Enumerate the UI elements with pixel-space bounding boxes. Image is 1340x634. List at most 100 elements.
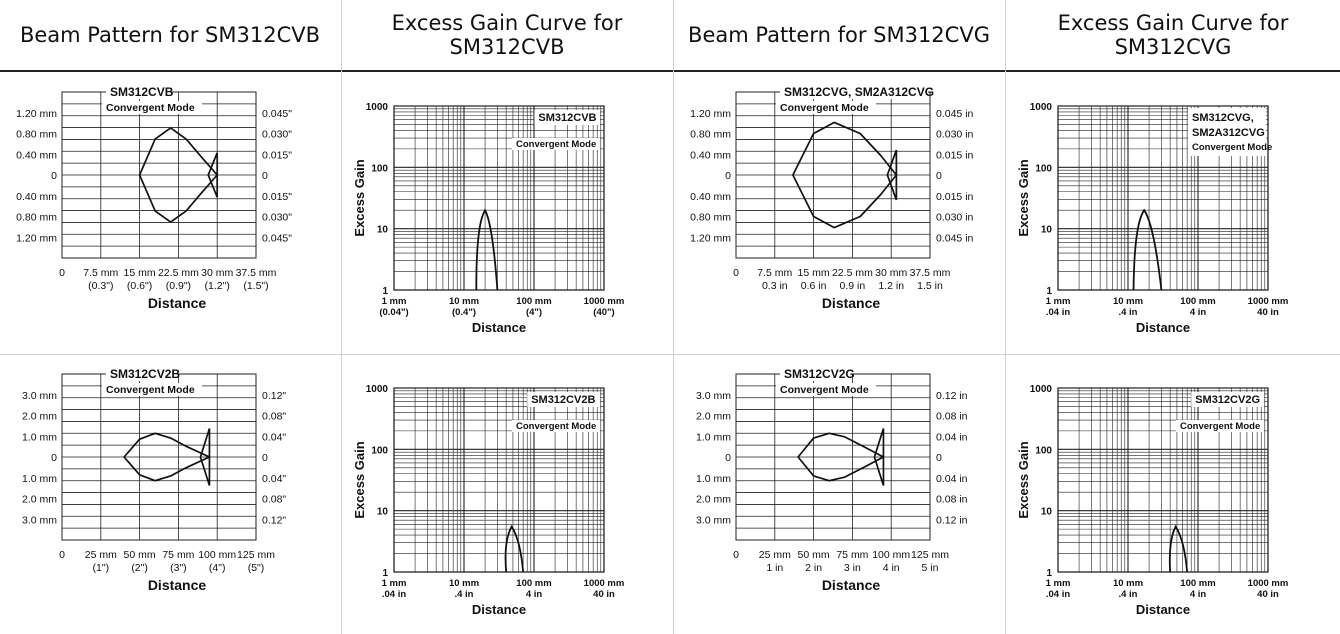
y-tick-label-right: 0.030 in <box>936 129 974 141</box>
y-tick-label-right: 0 <box>936 452 942 464</box>
model-label-bg <box>106 85 170 99</box>
x-tick-label: 37.5 mm <box>910 267 951 279</box>
y-tick-label-right: 0.030 in <box>936 212 974 224</box>
y-tick-label-left: 3.0 mm <box>696 514 731 526</box>
x-tick-label: 1000 mm <box>1248 296 1289 307</box>
x-tick-sublabel: .04 in <box>382 589 406 600</box>
x-tick-label: 30 mm <box>201 267 233 279</box>
x-tick-sublabel: .04 in <box>1046 307 1070 318</box>
x-tick-label: 0 <box>59 549 65 561</box>
x-axis-label: Distance <box>148 577 207 593</box>
mode-label-bg <box>776 383 876 396</box>
y-tick-label-right: 0.04" <box>262 431 286 443</box>
y-tick-label-left: 1.20 mm <box>16 232 57 244</box>
y-tick-label-right: 0.12" <box>262 390 286 402</box>
x-tick-sublabel: 1.2 in <box>878 280 904 292</box>
x-tick-label: 37.5 mm <box>236 267 277 279</box>
y-axis-label: Excess Gain <box>352 159 367 236</box>
y-tick-label-left: 1.20 mm <box>690 108 731 120</box>
y-tick-label: 1000 <box>1030 102 1053 113</box>
y-tick-label-left: 1.0 mm <box>22 431 57 443</box>
y-axis-label: Excess Gain <box>352 441 367 518</box>
y-tick-label-right: 0.015 in <box>936 149 974 161</box>
mode-label-bg <box>102 101 202 114</box>
x-tick-sublabel: 40 in <box>1257 307 1279 318</box>
x-tick-label: 100 mm <box>872 549 910 561</box>
model-label: SM312CV2G <box>1195 394 1260 406</box>
y-tick-label-right: 0.04" <box>262 473 286 485</box>
x-tick-sublabel: (1.2") <box>205 280 230 292</box>
y-tick-label: 1 <box>1046 568 1052 579</box>
model-label: SM312CVG, SM2A312CVG <box>784 85 934 99</box>
x-tick-sublabel: 4 in <box>1190 589 1207 600</box>
y-tick-label-left: 0 <box>725 170 731 182</box>
x-tick-label: 100 mm <box>516 296 551 307</box>
y-tick-label-left: 1.0 mm <box>696 473 731 485</box>
y-axis-label: Excess Gain <box>1016 159 1031 236</box>
y-tick-label-left: 2.0 mm <box>696 494 731 506</box>
y-tick-label-right: 0.045" <box>262 232 292 244</box>
x-tick-label: 100 mm <box>1180 578 1215 589</box>
x-tick-sublabel: 40 in <box>593 589 615 600</box>
y-tick-label: 1 <box>1046 286 1052 297</box>
beam-pattern-chart-sm312cvb: 1.20 mm 0.045" 0.80 mm 0.030" 0.40 mm 0.015" 0… <box>16 85 292 311</box>
x-tick-label: 22.5 mm <box>158 267 199 279</box>
x-tick-sublabel: 0.3 in <box>762 280 788 292</box>
y-tick-label-left: 2.0 mm <box>22 411 57 423</box>
x-tick-label: 0 <box>733 267 739 279</box>
y-tick-label-right: 0.12" <box>262 514 286 526</box>
x-tick-sublabel: (5") <box>248 562 265 574</box>
mode-label-bg <box>776 101 876 114</box>
x-tick-label: 0 <box>733 549 739 561</box>
mode-label-bg <box>1176 420 1264 432</box>
plot-frame <box>1057 387 1269 573</box>
model-label-bg <box>780 85 928 99</box>
y-tick-label-right: 0.015" <box>262 149 292 161</box>
mode-label: Convergent Mode <box>780 102 869 114</box>
model-label-line-2: SM2A312CVG <box>1192 127 1265 139</box>
x-tick-label: 10 mm <box>449 296 479 307</box>
x-axis-label: Distance <box>472 602 526 617</box>
y-tick-label-right: 0.045 in <box>936 108 974 120</box>
y-tick-label-left: 0.80 mm <box>16 129 57 141</box>
x-tick-label: 10 mm <box>1113 296 1143 307</box>
y-tick-label-left: 3.0 mm <box>696 390 731 402</box>
x-tick-sublabel: 4 in <box>883 562 900 574</box>
excess-gain-chart-sm312cv2g: 1000 100 10 11 mm.04 in 10 mm.4 in 100 mm4 in… <box>1016 384 1288 617</box>
mode-label: Convergent Mode <box>516 421 596 432</box>
excess-gain-curve <box>475 208 499 291</box>
y-tick-label-left: 3.0 mm <box>22 514 57 526</box>
y-tick-label-right: 0.08" <box>262 494 286 506</box>
y-tick-label: 100 <box>1035 445 1052 456</box>
mode-label: Convergent Mode <box>780 384 869 396</box>
y-tick-label: 1 <box>382 568 388 579</box>
y-tick-label-right: 0.045 in <box>936 232 974 244</box>
y-tick-label-right: 0 <box>262 170 268 182</box>
y-tick-label: 10 <box>377 507 389 518</box>
model-label-bg <box>1188 108 1266 156</box>
y-tick-label-left: 2.0 mm <box>696 411 731 423</box>
beam-pattern-chart-sm312cvg: 1.20 mm 0.045 in 0.80 mm 0.030 in 0.40 mm 0.0… <box>690 85 974 311</box>
y-tick-label-right: 0.12 in <box>936 390 968 402</box>
x-tick-label: 15 mm <box>124 267 156 279</box>
x-tick-sublabel: (0.04") <box>379 307 408 318</box>
y-tick-label-left: 1.20 mm <box>690 232 731 244</box>
x-axis-label: Distance <box>1136 320 1190 335</box>
x-tick-label: 50 mm <box>798 549 830 561</box>
excess-gain-chart-sm312cv2b: 1000 100 10 11 mm.04 in 10 mm.4 in 100 mm4 in… <box>352 384 625 617</box>
y-tick-label-right: 0.04 in <box>936 473 968 485</box>
x-tick-label: 1 mm <box>1046 578 1071 589</box>
x-tick-label: 125 mm <box>237 549 275 561</box>
x-tick-label: 1000 mm <box>584 578 625 589</box>
x-tick-label: 1000 mm <box>584 296 625 307</box>
y-tick-label: 10 <box>1041 225 1053 236</box>
x-tick-sublabel: 4 in <box>526 589 543 600</box>
beam-pattern-chart-sm312cv2g: 3.0 mm 0.12 in 2.0 mm 0.08 in 1.0 mm 0.04 in 0… <box>696 367 968 593</box>
model-label-bg <box>527 392 600 407</box>
y-axis-label: Excess Gain <box>1016 441 1031 518</box>
y-tick-label: 100 <box>371 445 388 456</box>
model-label: SM312CVB <box>110 85 174 99</box>
x-tick-sublabel: (0.9") <box>166 280 191 292</box>
x-tick-sublabel: (3") <box>170 562 187 574</box>
